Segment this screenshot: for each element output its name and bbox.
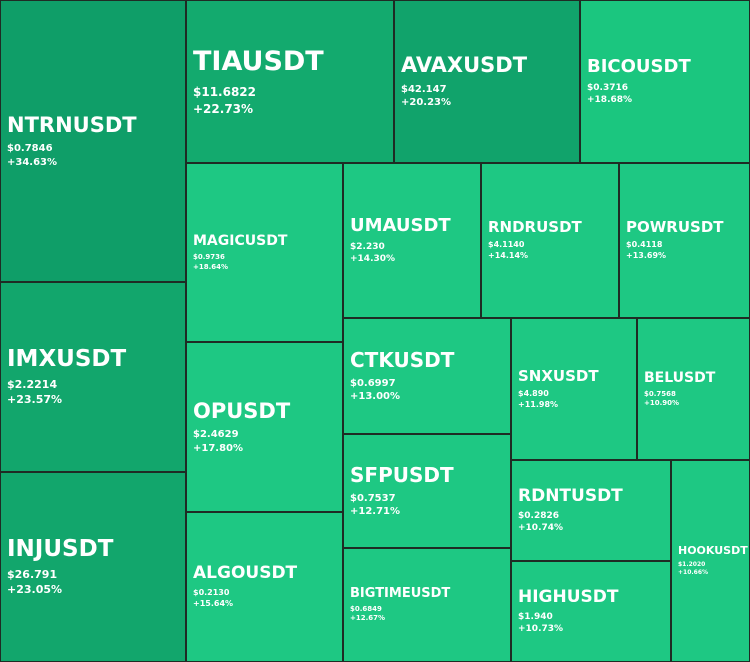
tile-symbol: ALGOUSDT: [193, 563, 298, 584]
tile-price: $0.6997: [350, 377, 396, 389]
tile-change: +10.74%: [518, 523, 564, 534]
tile-change: +17.80%: [193, 442, 244, 454]
tile-symbol: CTKUSDT: [350, 347, 455, 372]
tile-change: +14.14%: [488, 251, 529, 261]
tile-price: $0.7568: [644, 389, 676, 398]
tile-magicusdt[interactable]: MAGICUSDT $0.9736 +18.64%: [186, 163, 343, 342]
tile-symbol: BIGTIMEUSDT: [350, 585, 451, 601]
tile-change: +12.67%: [350, 613, 386, 622]
tile-powrusdt[interactable]: POWRUSDT $0.4118 +13.69%: [619, 163, 750, 318]
tile-bigtimeusdt[interactable]: BIGTIMEUSDT $0.6849 +12.67%: [343, 548, 511, 662]
tile-belusdt[interactable]: BELUSDT $0.7568 +10.90%: [637, 318, 750, 460]
tile-rdntusdt[interactable]: RDNTUSDT $0.2826 +10.74%: [511, 460, 671, 561]
tile-change: +10.66%: [678, 568, 709, 576]
tile-symbol: UMAUSDT: [350, 214, 451, 236]
tile-symbol: SFPUSDT: [350, 462, 454, 487]
tile-imxusdt[interactable]: IMXUSDT $2.2214 +23.57%: [0, 282, 186, 472]
tile-symbol: SNXUSDT: [518, 366, 599, 385]
tile-change: +13.69%: [626, 251, 667, 261]
tile-snxusdt[interactable]: SNXUSDT $4.890 +11.98%: [511, 318, 637, 460]
tile-umausdt[interactable]: UMAUSDT $2.230 +14.30%: [343, 163, 481, 318]
tile-algousdt[interactable]: ALGOUSDT $0.2130 +15.64%: [186, 512, 343, 662]
tile-symbol: HIGHUSDT: [518, 586, 619, 607]
tile-symbol: MAGICUSDT: [193, 233, 288, 250]
tile-sfpusdt[interactable]: SFPUSDT $0.7537 +12.71%: [343, 434, 511, 548]
tile-change: +18.68%: [587, 95, 633, 106]
tile-symbol: RDNTUSDT: [518, 485, 623, 506]
tile-price: $0.7537: [350, 492, 396, 504]
tile-price: $0.2826: [518, 511, 559, 522]
tile-symbol: BELUSDT: [644, 369, 716, 386]
tile-injusdt[interactable]: INJUSDT $26.791 +23.05%: [0, 472, 186, 662]
tile-symbol: IMXUSDT: [7, 345, 127, 372]
tile-change: +11.98%: [518, 399, 559, 409]
tile-change: +10.73%: [518, 624, 564, 635]
tile-ctkusdt[interactable]: CTKUSDT $0.6997 +13.00%: [343, 318, 511, 434]
tile-price: $1.2020: [678, 560, 706, 568]
tile-change: +22.73%: [193, 101, 254, 116]
tile-price: $0.3716: [587, 83, 628, 94]
tile-change: +15.64%: [193, 598, 234, 608]
tile-bicousdt[interactable]: BICOUSDT $0.3716 +18.68%: [580, 0, 750, 163]
tile-symbol: OPUSDT: [193, 398, 291, 423]
tile-highusdt[interactable]: HIGHUSDT $1.940 +10.73%: [511, 561, 671, 662]
tile-change: +23.05%: [7, 583, 63, 597]
tile-price: $2.2214: [7, 378, 58, 392]
tile-price: $0.9736: [193, 253, 225, 262]
tile-price: $42.147: [401, 83, 447, 95]
tile-symbol: HOOKUSDT: [678, 544, 748, 558]
tile-price: $11.6822: [193, 85, 257, 100]
tile-change: +10.90%: [644, 399, 680, 408]
tile-price: $0.2130: [193, 587, 230, 597]
tile-change: +20.23%: [401, 97, 452, 109]
tile-price: $1.940: [518, 612, 553, 623]
tile-symbol: BICOUSDT: [587, 55, 691, 77]
tile-change: +12.71%: [350, 506, 401, 517]
tile-symbol: AVAXUSDT: [401, 53, 528, 78]
tile-price: $0.4118: [626, 240, 663, 250]
tile-price: $26.791: [7, 568, 58, 582]
tile-price: $2.230: [350, 242, 385, 253]
tile-change: +13.00%: [350, 391, 401, 402]
tile-change: +34.63%: [7, 156, 58, 168]
tile-price: $4.890: [518, 388, 549, 398]
tile-avaxusdt[interactable]: AVAXUSDT $42.147 +20.23%: [394, 0, 580, 163]
tile-ntrnusdt[interactable]: NTRNUSDT $0.7846 +34.63%: [0, 0, 186, 282]
tile-tiausdt[interactable]: TIAUSDT $11.6822 +22.73%: [186, 0, 394, 163]
tile-rndrusdt[interactable]: RNDRUSDT $4.1140 +14.14%: [481, 163, 619, 318]
tile-change: +18.64%: [193, 262, 229, 271]
tile-symbol: TIAUSDT: [193, 46, 324, 78]
tile-price: $0.6849: [350, 604, 382, 613]
tile-change: +14.30%: [350, 254, 396, 265]
tile-symbol: POWRUSDT: [626, 218, 724, 237]
tile-price: $4.1140: [488, 240, 525, 250]
tile-hookusdt[interactable]: HOOKUSDT $1.2020 +10.66%: [671, 460, 750, 662]
tile-opusdt[interactable]: OPUSDT $2.4629 +17.80%: [186, 342, 343, 512]
tile-change: +23.57%: [7, 393, 63, 407]
tile-symbol: INJUSDT: [7, 535, 114, 562]
tile-price: $0.7846: [7, 143, 53, 155]
tile-price: $2.4629: [193, 429, 239, 441]
tile-symbol: NTRNUSDT: [7, 112, 137, 137]
tile-symbol: RNDRUSDT: [488, 218, 582, 237]
